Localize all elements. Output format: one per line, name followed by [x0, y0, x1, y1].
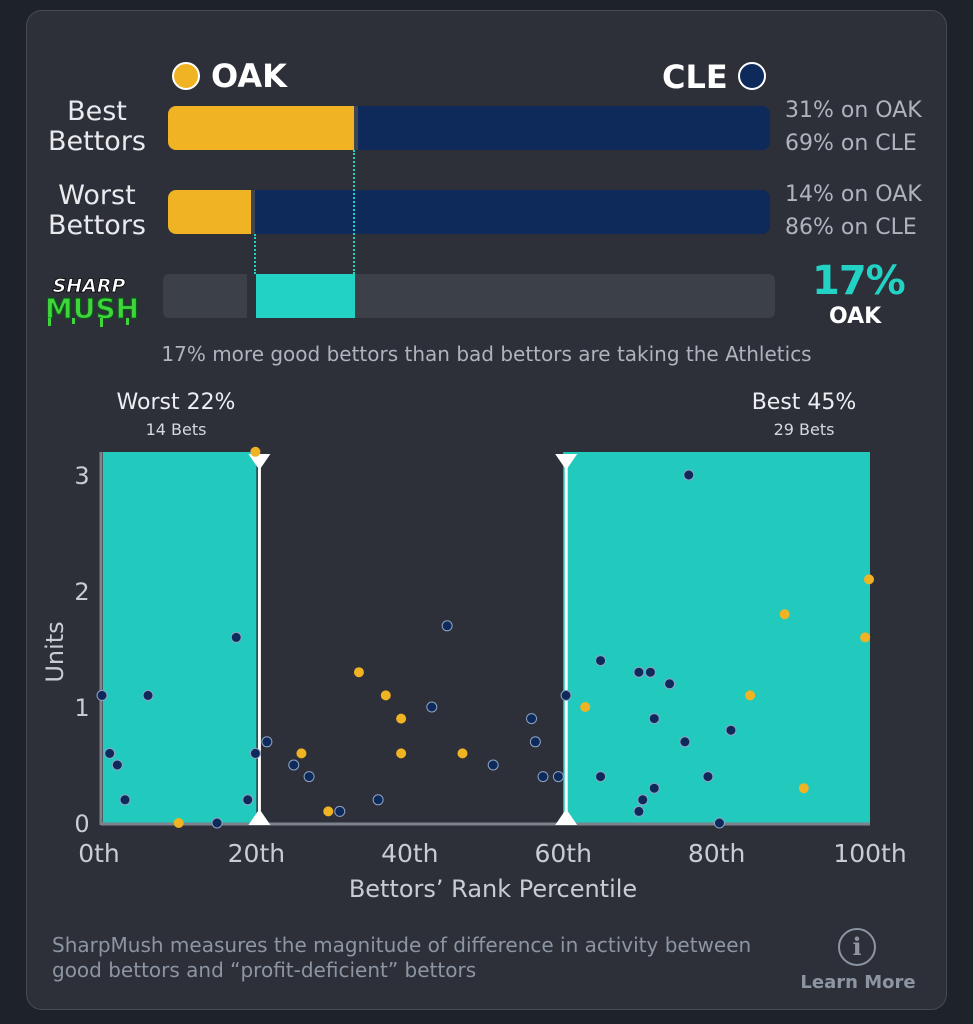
oak-team-label: OAK	[211, 57, 287, 95]
worst-bettors-label-line2: Bettors	[48, 210, 146, 241]
best-bettors-label: Best Bettors	[27, 97, 167, 157]
worst-bettors-bar	[168, 190, 770, 234]
sharpmush-summary: 17% more good bettors than bad bettors a…	[161, 342, 812, 366]
best-zone-bets: 29 Bets	[773, 420, 835, 439]
best-bettors-oak-pct: 31% on OAK	[785, 98, 922, 123]
worst-bettors-oak-fill	[168, 190, 252, 234]
worst-bettors-label: Worst Bettors	[27, 181, 167, 241]
sharpmush-notch	[247, 274, 256, 318]
best-bettors-label-line1: Best	[67, 96, 127, 127]
best-bettors-label-line2: Bettors	[48, 126, 146, 157]
cle-team-dot	[738, 62, 766, 90]
worst-zone-title: Worst 22%	[116, 390, 236, 415]
best-bettors-bar-divider	[354, 106, 358, 150]
sharpmush-logo-sharp: SHARP	[53, 275, 126, 297]
sharpmush-value: 17%	[812, 258, 906, 304]
worst-bettors-bar-divider	[251, 190, 255, 234]
cle-team-label: CLE	[662, 58, 728, 96]
worst-bettors-cle-pct: 86% on CLE	[785, 215, 917, 240]
best-bettors-cle-pct: 69% on CLE	[785, 131, 917, 156]
footer-description: SharpMush measures the magnitude of diff…	[52, 933, 752, 982]
oak-team-dot	[172, 62, 200, 90]
learn-more-link[interactable]: Learn More	[800, 972, 916, 993]
worst-split-connector	[254, 234, 256, 274]
best-bettors-oak-fill	[168, 106, 355, 150]
sharpmush-fill	[256, 274, 355, 318]
sharpmush-card	[26, 10, 947, 1010]
worst-bettors-oak-pct: 14% on OAK	[785, 182, 922, 207]
worst-bettors-label-line1: Worst	[58, 180, 136, 211]
best-split-connector	[353, 150, 355, 274]
best-zone-title: Best 45%	[751, 390, 857, 415]
info-icon[interactable]: i	[838, 928, 876, 966]
sharpmush-logo: SHARP MUSH	[34, 272, 152, 328]
worst-zone-bets: 14 Bets	[145, 420, 207, 439]
sharpmush-team: OAK	[829, 304, 882, 329]
best-bettors-bar	[168, 106, 770, 150]
sharpmush-logo-mush: MUSH	[45, 292, 139, 325]
